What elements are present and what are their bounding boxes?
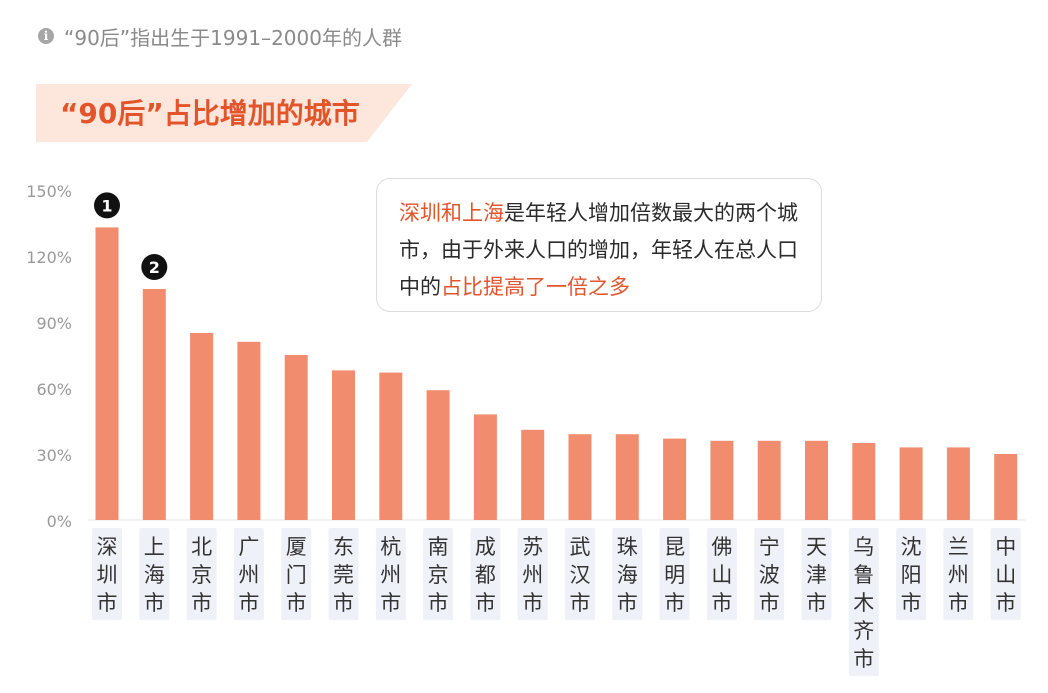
x-label-bg <box>896 528 927 620</box>
footnote: i “90后”指出生于1991–2000年的人群 <box>38 24 402 50</box>
x-tick-label: 北京市 <box>191 535 212 615</box>
rank-marker <box>94 192 120 219</box>
x-tick-label: 广州市 <box>238 535 259 615</box>
x-label-bg <box>139 528 170 620</box>
bar <box>473 414 497 520</box>
bar <box>805 440 828 520</box>
bar <box>710 440 734 520</box>
x-label-bg <box>517 528 548 620</box>
x-label-bg <box>848 528 879 676</box>
bar <box>946 447 970 520</box>
rank-marker-label: 1 <box>101 196 112 215</box>
rank-marker-label: 2 <box>149 258 160 277</box>
x-label-bg <box>281 528 312 620</box>
chart-title: “90后”占比增加的城市 <box>60 97 360 130</box>
x-tick-label: 佛山市 <box>711 535 732 615</box>
bar <box>852 443 876 520</box>
bar <box>615 434 639 520</box>
y-tick-label: 120% <box>26 248 72 267</box>
x-label-bg <box>990 528 1021 620</box>
y-tick-label: 150% <box>26 182 72 201</box>
x-tick-label: 珠海市 <box>617 535 638 615</box>
x-tick-label: 中山市 <box>995 535 1016 615</box>
x-label-bg <box>375 528 406 620</box>
x-tick-label: 上海市 <box>144 535 165 615</box>
x-label-bg <box>328 528 359 620</box>
bar <box>237 341 261 520</box>
bar <box>994 454 1018 520</box>
x-tick-label: 沈阳市 <box>901 535 922 615</box>
x-label-bg <box>612 528 643 620</box>
bar <box>568 434 592 520</box>
footnote-text: “90后”指出生于1991–2000年的人群 <box>64 25 402 50</box>
x-label-bg <box>92 528 122 620</box>
bar <box>190 333 214 520</box>
y-tick-label: 90% <box>36 314 72 333</box>
bar <box>663 438 687 520</box>
x-tick-label: 东莞市 <box>333 535 354 615</box>
bar <box>426 390 450 520</box>
x-tick-label: 天津市 <box>806 535 827 615</box>
bar <box>521 429 545 520</box>
x-tick-label: 兰州市 <box>948 535 969 615</box>
x-label-bg <box>706 528 737 620</box>
title-banner <box>36 84 412 142</box>
bar <box>95 227 119 520</box>
x-label-bg <box>659 528 690 620</box>
x-label-bg <box>801 528 832 620</box>
x-label-bg <box>470 528 501 620</box>
x-label-bg <box>233 528 264 620</box>
x-label-bg <box>565 528 595 620</box>
callout-highlight-cities: 深圳和上海 <box>399 201 504 225</box>
x-label-bg <box>754 528 785 620</box>
y-tick-label: 30% <box>36 446 72 465</box>
x-label-bg <box>186 528 217 620</box>
x-tick-label: 乌鲁木齐市 <box>853 535 874 671</box>
bar <box>332 370 355 520</box>
x-label-bg <box>423 528 454 620</box>
bar <box>899 447 923 520</box>
x-tick-label: 武汉市 <box>570 535 591 615</box>
y-tick-label: 60% <box>36 380 72 399</box>
bar <box>284 355 308 520</box>
x-tick-label: 南京市 <box>428 535 449 615</box>
bar <box>379 372 403 520</box>
x-tick-label: 苏州市 <box>522 535 543 615</box>
x-tick-label: 成都市 <box>475 535 496 615</box>
x-tick-label: 深圳市 <box>97 535 118 615</box>
rank-marker <box>141 254 168 280</box>
x-tick-label: 昆明市 <box>664 535 685 615</box>
callout-text: 是年轻人增加倍数最大的两个城市，由于外来人口的增加，年轻人在总人口中的 <box>399 201 798 299</box>
info-icon: i <box>38 28 54 44</box>
bar <box>757 440 781 520</box>
x-tick-label: 宁波市 <box>759 535 780 615</box>
bar <box>142 289 166 520</box>
x-tick-label: 杭州市 <box>380 535 401 615</box>
callout-highlight-ratio: 占比提高了一倍之多 <box>441 275 630 299</box>
annotation-callout: 深圳和上海是年轻人增加倍数最大的两个城市，由于外来人口的增加，年轻人在总人口中的… <box>376 178 822 312</box>
y-tick-label: 0% <box>47 512 72 531</box>
x-tick-label: 厦门市 <box>286 535 307 615</box>
x-label-bg <box>943 528 974 620</box>
